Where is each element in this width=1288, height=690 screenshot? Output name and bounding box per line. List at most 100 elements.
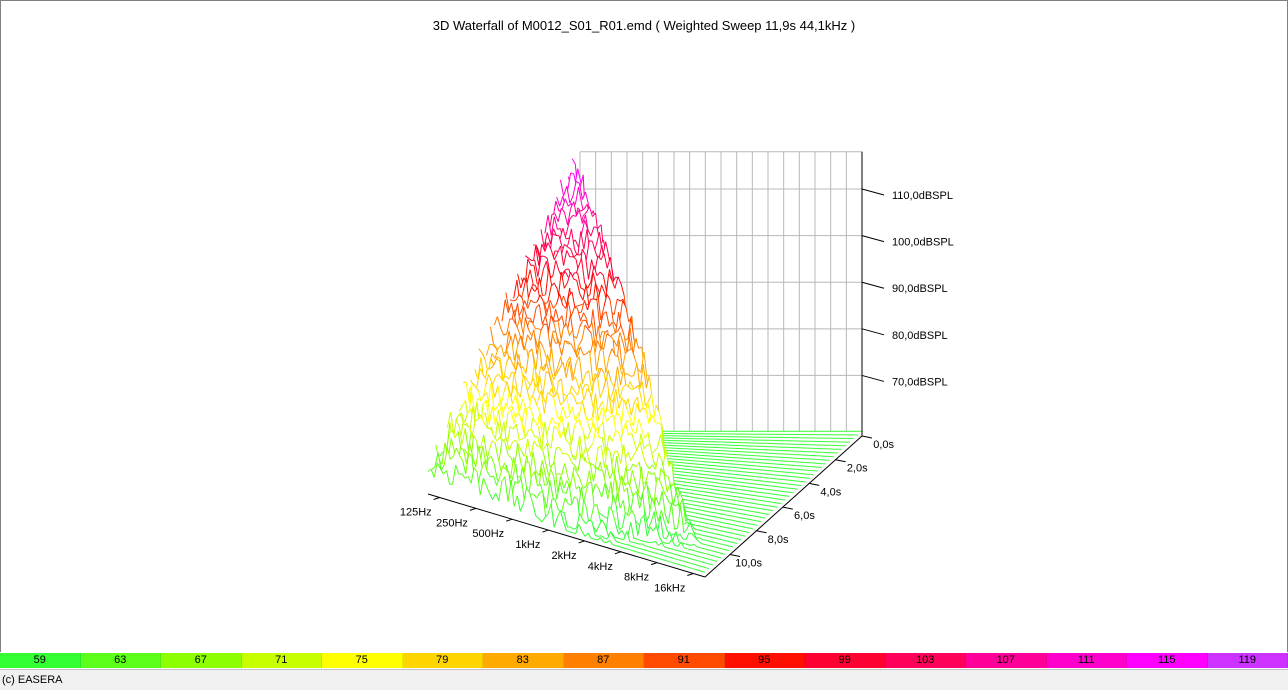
slice-segment xyxy=(645,545,649,548)
slice-segment xyxy=(616,412,621,418)
slice-segment xyxy=(564,497,569,505)
slice-segment xyxy=(443,447,448,466)
slice-segment xyxy=(539,446,544,452)
slice-segment xyxy=(654,506,659,522)
slice-segment xyxy=(658,537,663,543)
frequency-tick-label: 1kHz xyxy=(515,539,540,551)
slice-segment xyxy=(559,431,564,439)
slice-segment xyxy=(523,407,528,434)
slice-segment xyxy=(520,478,525,500)
slice-segment xyxy=(493,435,498,442)
slice-segment xyxy=(654,548,658,550)
slice-segment xyxy=(695,512,699,515)
slice-segment xyxy=(631,432,636,445)
slice-segment xyxy=(753,511,758,513)
slice-segment xyxy=(641,381,646,406)
slice-segment xyxy=(511,405,516,416)
slice-segment xyxy=(580,383,585,400)
slice-segment xyxy=(717,542,721,545)
slice-segment xyxy=(549,300,554,309)
slice-segment xyxy=(634,384,639,389)
slice-segment xyxy=(731,524,735,526)
slice-segment xyxy=(515,424,520,441)
slice-segment xyxy=(620,298,624,302)
slice-segment xyxy=(542,451,547,466)
color-scale-bar: 59 63 67 71 75 79 83 87 91 95 99 103 107 111 115 119 xyxy=(0,653,1288,668)
slice-segment xyxy=(452,464,457,485)
slice-segment xyxy=(574,239,579,248)
slice-segment xyxy=(641,543,646,547)
color-scale-cell: 83 xyxy=(483,653,564,668)
slice-segment xyxy=(541,422,546,451)
slice-segment xyxy=(527,258,532,266)
slice-segment xyxy=(493,475,498,486)
slice-segment xyxy=(626,531,631,542)
slice-segment xyxy=(618,397,623,409)
slice-segment xyxy=(587,430,592,440)
slice-segment xyxy=(496,477,501,486)
slice-segment xyxy=(708,499,712,501)
slice-segment xyxy=(659,515,664,538)
slice-segment xyxy=(716,533,720,536)
slice-segment xyxy=(679,550,684,553)
slice-segment xyxy=(670,482,675,488)
slice-segment xyxy=(605,435,610,452)
slice-segment xyxy=(671,539,676,546)
slice-segment xyxy=(555,308,560,322)
slice-segment xyxy=(627,548,632,551)
slice-segment xyxy=(544,242,549,252)
slice-segment xyxy=(584,482,589,495)
slice-segment xyxy=(614,330,619,334)
slice-segment xyxy=(461,473,466,479)
slice-segment xyxy=(471,382,476,387)
slice-segment xyxy=(715,537,719,540)
slice-segment xyxy=(530,377,535,386)
slice-segment xyxy=(523,306,528,319)
slice-segment xyxy=(543,392,548,414)
slice-segment xyxy=(584,435,588,440)
slice-segment xyxy=(552,382,557,397)
slice-segment xyxy=(517,273,522,289)
slice-segment xyxy=(682,555,686,558)
slice-segment xyxy=(636,491,641,509)
slice-segment xyxy=(508,442,513,451)
slice-segment xyxy=(687,503,692,505)
slice-segment xyxy=(616,375,621,399)
slice-segment xyxy=(564,198,569,207)
slice-segment xyxy=(754,524,758,526)
slice-segment xyxy=(547,286,552,303)
slice-segment xyxy=(690,492,694,495)
slice-segment xyxy=(624,547,629,550)
slice-segment xyxy=(552,447,557,465)
slice-segment xyxy=(557,208,562,222)
slice-segment xyxy=(491,382,496,398)
slice-segment xyxy=(708,540,712,543)
slice-segment xyxy=(680,542,685,549)
slice-segment xyxy=(638,346,642,349)
slice-segment xyxy=(696,533,701,536)
slice-segment xyxy=(570,307,575,317)
slice-segment xyxy=(698,570,703,572)
slice-segment xyxy=(477,357,482,379)
slice-segment xyxy=(547,354,552,370)
slice-segment xyxy=(585,284,590,308)
slice-segment xyxy=(723,518,727,520)
slice-segment xyxy=(672,491,677,507)
slice-segment xyxy=(585,240,590,261)
slice-segment xyxy=(610,531,615,538)
slice-segment xyxy=(519,438,523,441)
slice-segment xyxy=(565,452,569,456)
slice-segment xyxy=(467,476,472,484)
slice-segment xyxy=(499,360,504,380)
slice-segment xyxy=(573,466,578,474)
slice-segment xyxy=(464,475,469,479)
slice-segment xyxy=(557,392,562,406)
level-tick-label: 80,0dBSPL xyxy=(892,330,948,342)
frequency-tick-label: 125Hz xyxy=(400,506,432,518)
slice-segment xyxy=(596,504,601,520)
slice-segment xyxy=(612,415,617,434)
slice-segment xyxy=(764,508,768,511)
slice-segment xyxy=(752,515,757,517)
slice-segment xyxy=(710,559,715,562)
slice-segment xyxy=(586,350,590,355)
